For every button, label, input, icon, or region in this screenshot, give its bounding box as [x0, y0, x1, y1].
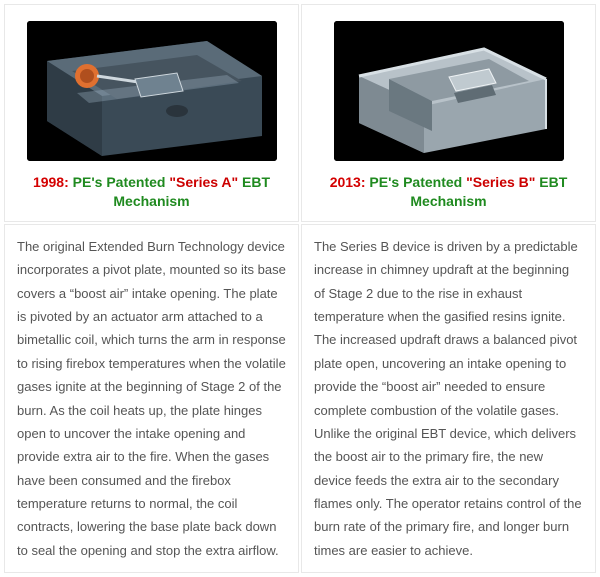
series-b-image-cell: 2013: PE's Patented "Series B" EBT Mecha…: [301, 4, 596, 222]
series-a-series: "Series A": [169, 174, 238, 190]
series-b-year: 2013:: [330, 174, 366, 190]
comparison-grid: 1998: PE's Patented "Series A" EBT Mecha…: [0, 0, 600, 577]
series-b-diagram: [334, 21, 564, 161]
series-b-series: "Series B": [466, 174, 535, 190]
series-a-pre: PE's Patented: [73, 174, 166, 190]
series-a-description: The original Extended Burn Technology de…: [17, 235, 286, 562]
series-a-caption: 1998: PE's Patented "Series A" EBT Mecha…: [17, 171, 286, 211]
series-b-pre: PE's Patented: [369, 174, 462, 190]
series-b-description: The Series B device is driven by a predi…: [314, 235, 583, 562]
series-a-description-cell: The original Extended Burn Technology de…: [4, 224, 299, 573]
series-b-caption: 2013: PE's Patented "Series B" EBT Mecha…: [314, 171, 583, 211]
series-a-year: 1998:: [33, 174, 69, 190]
series-b-description-cell: The Series B device is driven by a predi…: [301, 224, 596, 573]
series-a-diagram: [27, 21, 277, 161]
series-a-image-cell: 1998: PE's Patented "Series A" EBT Mecha…: [4, 4, 299, 222]
